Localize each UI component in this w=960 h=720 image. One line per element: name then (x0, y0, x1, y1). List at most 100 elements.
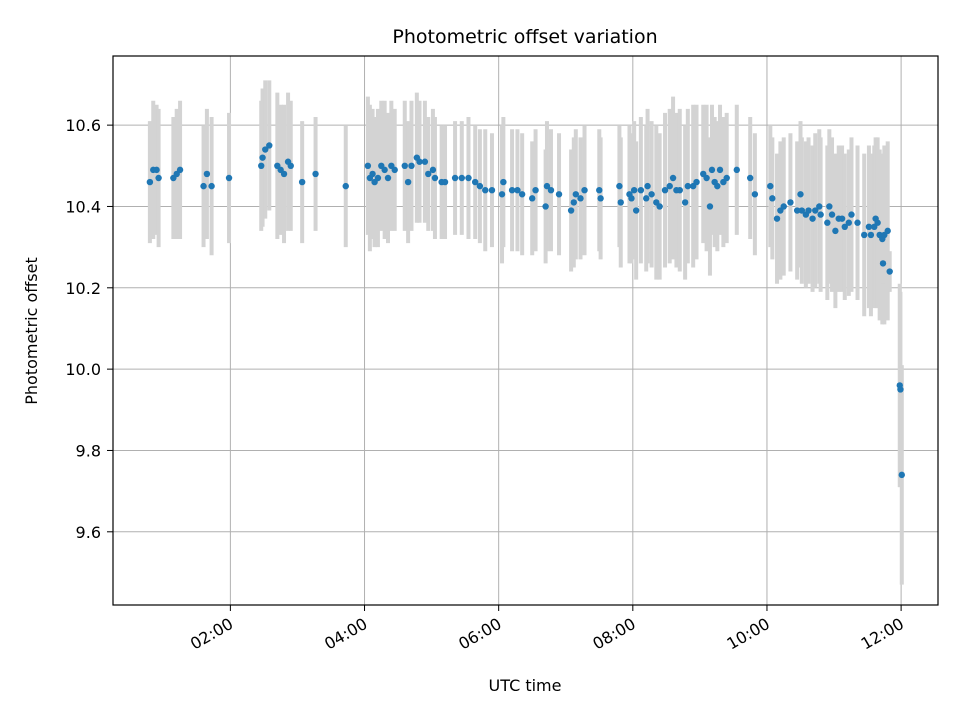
data-point (723, 174, 730, 182)
data-point (570, 199, 577, 206)
data-point (451, 174, 459, 182)
plot-frame (112, 55, 939, 606)
data-point (488, 187, 496, 194)
data-point (458, 174, 465, 182)
data-point (408, 162, 415, 169)
data-point (225, 174, 233, 182)
data-points (146, 142, 905, 479)
data-point (867, 231, 875, 239)
data-point (287, 162, 294, 169)
data-point (714, 182, 721, 190)
data-point (617, 199, 624, 206)
data-point (798, 207, 806, 214)
data-point (508, 187, 516, 194)
data-point (898, 471, 905, 479)
data-point (342, 182, 349, 190)
data-point (421, 158, 429, 165)
data-point (817, 211, 824, 218)
data-point (793, 207, 801, 214)
y-tick-label: 10.2 (65, 279, 101, 298)
data-point (391, 166, 398, 174)
data-point (787, 199, 794, 206)
data-point (780, 203, 787, 210)
data-point (684, 182, 692, 190)
data-point (832, 227, 839, 235)
data-point (661, 187, 669, 194)
data-point (838, 215, 846, 222)
data-point (669, 174, 677, 182)
data-point (431, 174, 439, 182)
data-point (208, 182, 215, 190)
data-point (716, 166, 724, 174)
data-point (797, 191, 804, 198)
data-point (644, 182, 651, 190)
y-tick-label: 10.0 (65, 360, 101, 379)
data-point (706, 203, 714, 210)
data-point (146, 178, 154, 186)
data-point (416, 158, 423, 165)
data-point (826, 203, 833, 210)
data-point (845, 219, 852, 226)
data-point (676, 187, 683, 194)
y-axis-label: Photometric offset (22, 257, 41, 405)
data-point (577, 195, 584, 202)
data-point (751, 191, 759, 198)
data-point (518, 191, 526, 198)
data-point (547, 187, 555, 194)
data-point (401, 162, 408, 169)
data-point (812, 207, 819, 214)
data-point (567, 207, 575, 214)
data-point (656, 203, 663, 210)
data-point (848, 211, 855, 218)
data-point (809, 215, 816, 222)
data-point (266, 142, 273, 149)
x-axis-label: UTC time (489, 676, 562, 695)
data-point (200, 182, 207, 190)
data-point (681, 199, 689, 206)
data-point (258, 162, 265, 169)
data-point (465, 174, 472, 182)
data-point (708, 166, 716, 174)
data-point (364, 162, 372, 169)
data-point (854, 219, 861, 226)
data-point (369, 170, 376, 178)
data-point (441, 178, 449, 186)
data-point (666, 182, 673, 190)
data-point (153, 166, 160, 174)
data-point (262, 146, 269, 153)
data-point (746, 174, 754, 182)
y-tick-label: 10.4 (65, 197, 101, 216)
data-point (805, 207, 812, 214)
data-point (429, 166, 437, 174)
data-point (630, 187, 638, 194)
data-point (203, 170, 211, 178)
data-point (572, 191, 580, 198)
data-point (637, 187, 645, 194)
data-point (280, 170, 288, 178)
data-point (381, 166, 388, 174)
data-point (879, 260, 887, 267)
data-point (500, 178, 507, 186)
data-point (616, 182, 623, 190)
y-tick-label: 10.6 (65, 116, 101, 135)
data-point (555, 191, 563, 198)
data-point (703, 174, 710, 182)
data-point (374, 174, 382, 182)
data-point (828, 211, 836, 218)
data-point (404, 178, 412, 186)
data-point (476, 182, 484, 190)
data-point (259, 154, 266, 161)
data-point (874, 219, 881, 226)
data-point (884, 227, 891, 235)
data-point (767, 182, 774, 190)
data-point (632, 207, 640, 214)
data-point (628, 195, 635, 202)
data-point (298, 178, 306, 186)
data-point (643, 195, 650, 202)
data-point (769, 195, 776, 202)
data-point (816, 203, 823, 210)
data-point (886, 268, 893, 275)
data-point (693, 178, 700, 186)
